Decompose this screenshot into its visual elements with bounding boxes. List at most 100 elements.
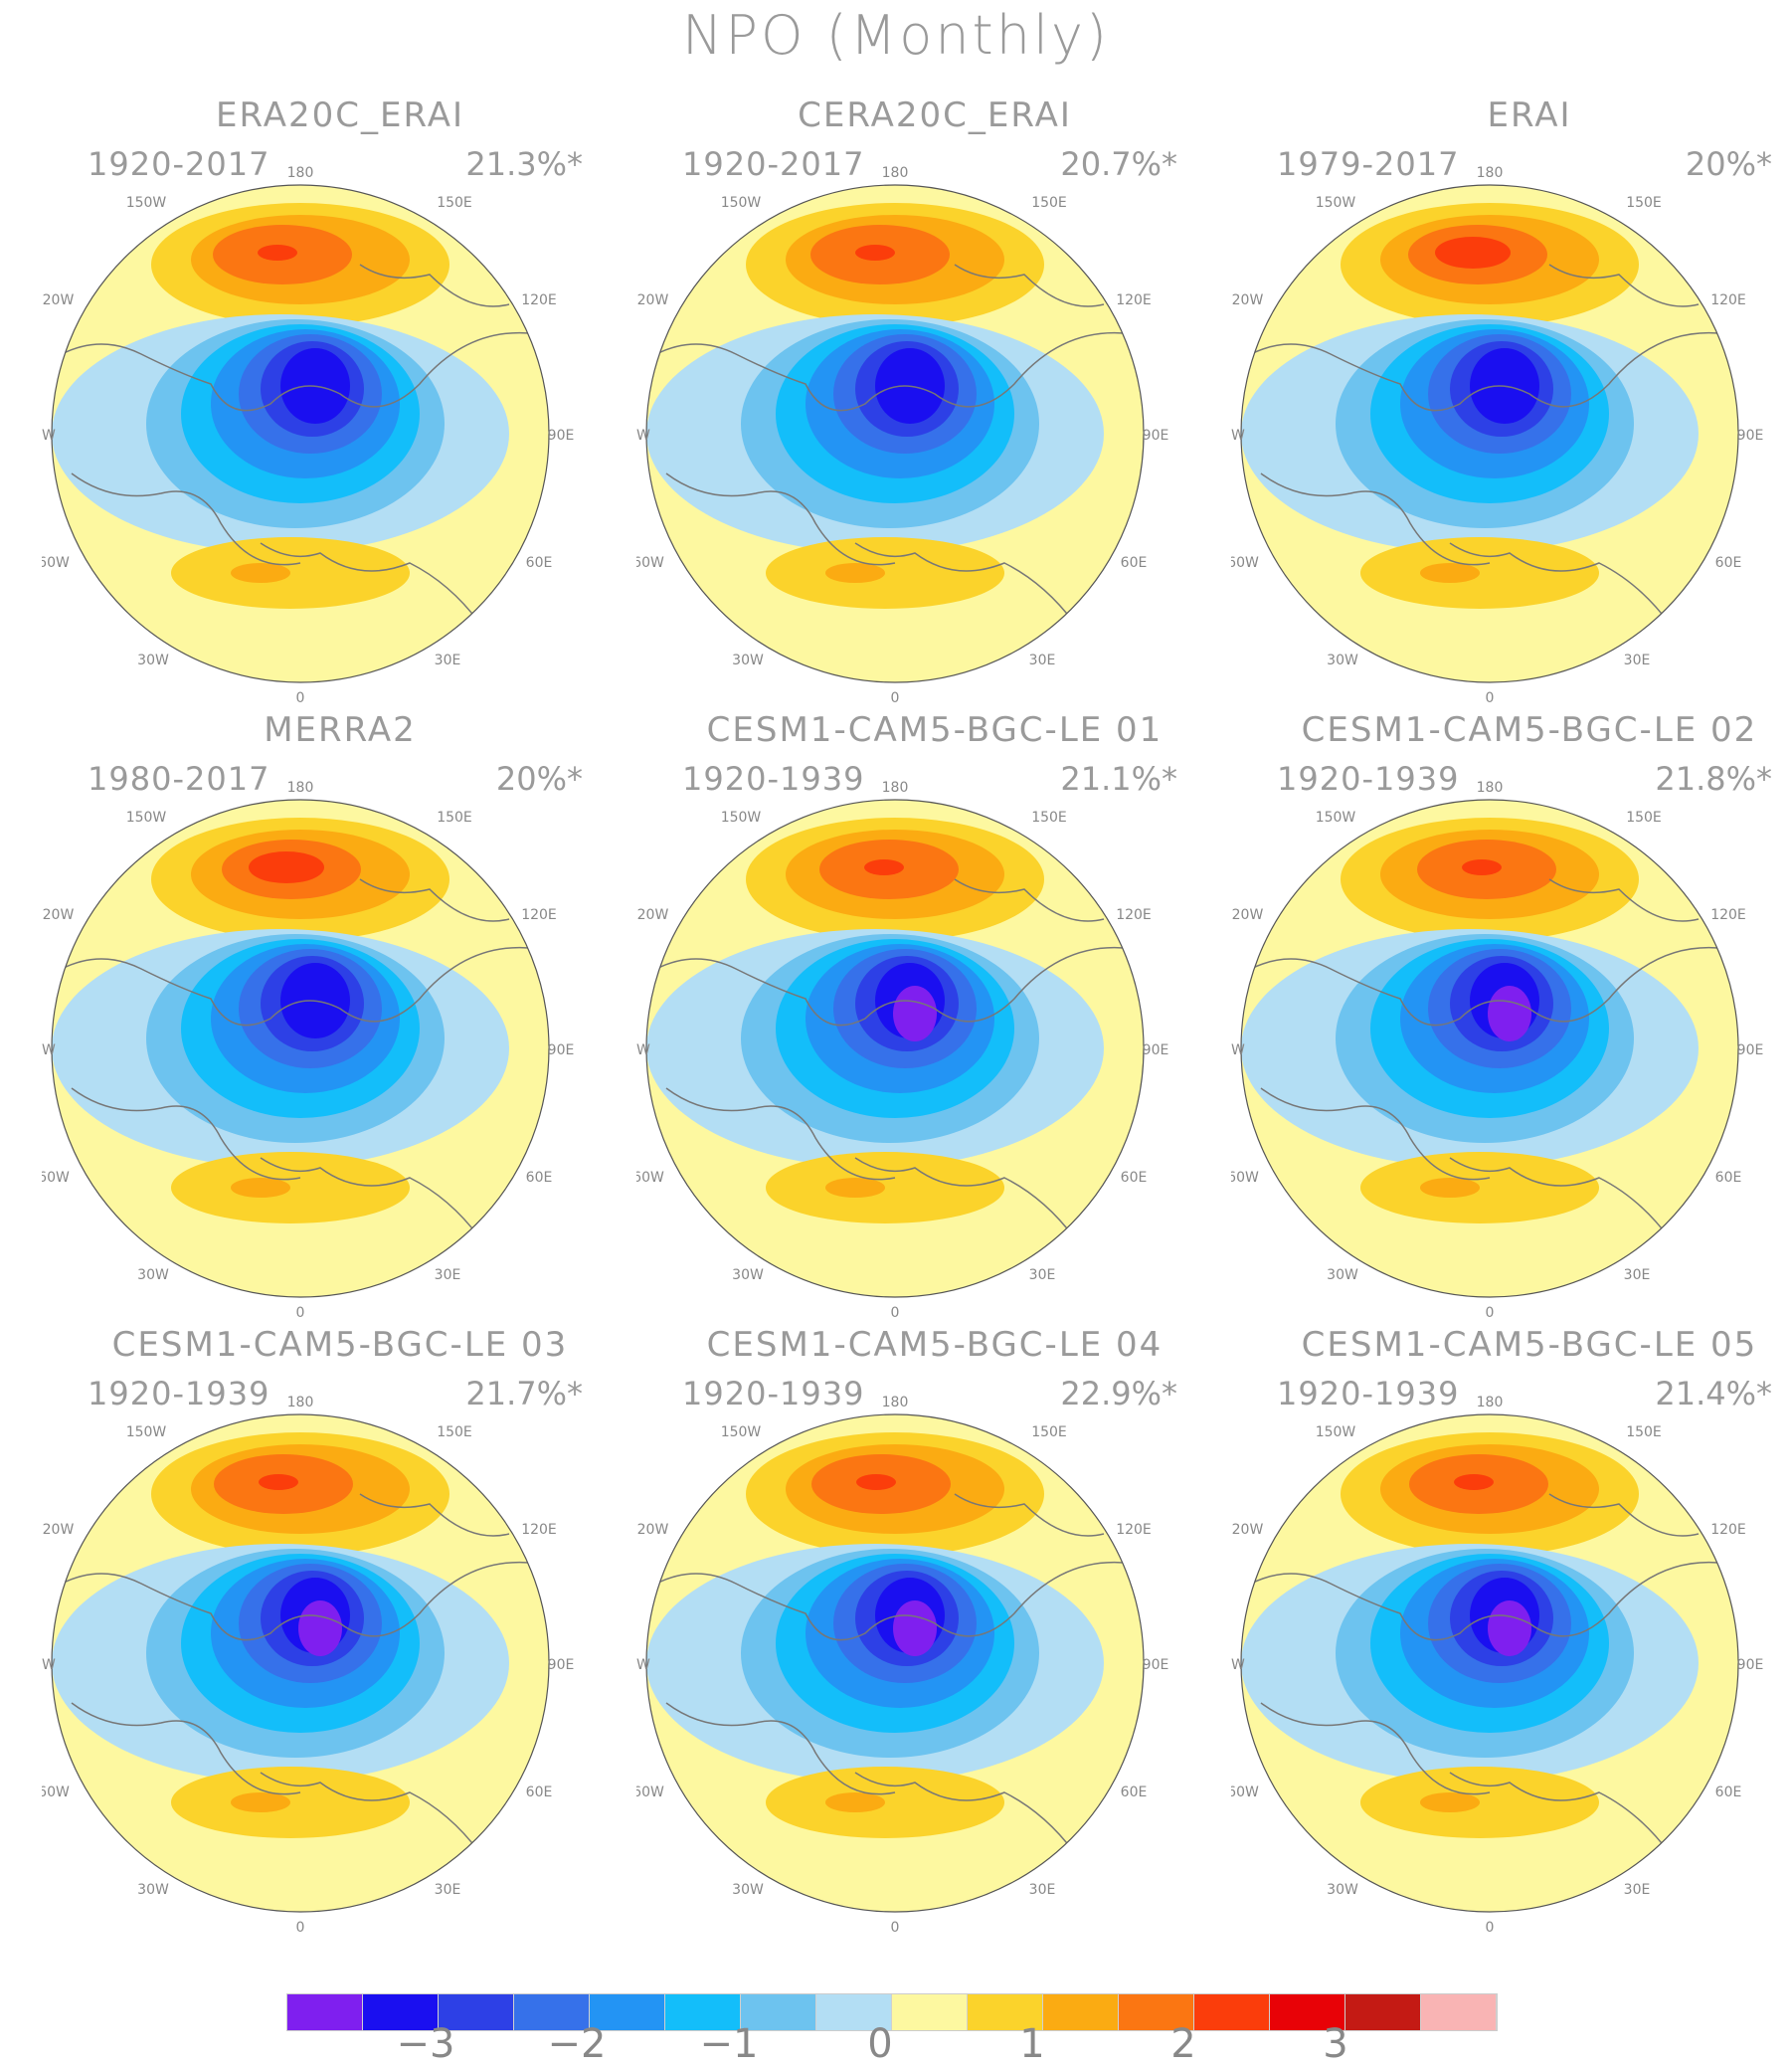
longitude-label: 30W xyxy=(137,1882,169,1898)
longitude-label: 60E xyxy=(1121,1785,1148,1800)
map-boundary-circle xyxy=(1240,1413,1739,1913)
longitude-label: 0 xyxy=(891,1305,900,1321)
longitude-label: 120E xyxy=(1710,1522,1746,1538)
longitude-label: 30E xyxy=(1624,1267,1651,1283)
longitude-label: 30W xyxy=(137,653,169,668)
legend-tick-label: 3 xyxy=(1323,2021,1348,2067)
field-contour xyxy=(258,245,297,261)
field-contour xyxy=(825,563,885,583)
longitude-label: 90W xyxy=(1231,1042,1245,1058)
longitude-label: 150E xyxy=(1626,195,1662,211)
longitude-label: 60E xyxy=(1715,555,1742,571)
longitude-label: 180 xyxy=(882,780,909,796)
longitude-label: 120E xyxy=(1116,907,1152,923)
longitude-label: 90W xyxy=(636,1657,650,1673)
color-legend-bar xyxy=(286,1993,1498,2031)
field-contour xyxy=(1420,1178,1480,1198)
legend-swatch xyxy=(363,1994,439,2030)
longitude-label: 90W xyxy=(42,1657,56,1673)
legend-swatch xyxy=(968,1994,1043,2030)
longitude-label: 150E xyxy=(1031,1424,1067,1440)
polar-map: 180 150W 150E 120W 120E 90W 90E 60W 60E 30W 30E 0 xyxy=(42,165,574,706)
longitude-label: 90E xyxy=(1143,1657,1169,1673)
map-boundary-circle xyxy=(1240,184,1739,683)
panel-title: CESM1-CAM5-BGC-LE 04 xyxy=(706,1325,1164,1365)
longitude-label: 0 xyxy=(891,690,900,706)
longitude-label: 120E xyxy=(1116,1522,1152,1538)
longitude-label: 180 xyxy=(882,1395,909,1410)
longitude-label: 180 xyxy=(1477,780,1504,796)
polar-map: 180 150W 150E 120W 120E 90W 90E 60W 60E 30W 30E 0 xyxy=(1231,1395,1763,1936)
longitude-label: 0 xyxy=(296,1305,305,1321)
panel-period: 1920-2017 xyxy=(682,145,865,183)
longitude-label: 120E xyxy=(521,1522,557,1538)
longitude-label: 90W xyxy=(636,1042,650,1058)
longitude-label: 60W xyxy=(42,1170,70,1186)
legend-swatch xyxy=(1421,1994,1497,2030)
panel-title: ERA20C_ERAI xyxy=(215,95,464,135)
field-contour xyxy=(231,563,290,583)
longitude-label: 90W xyxy=(1231,428,1245,444)
longitude-label: 120W xyxy=(636,907,668,923)
panel-title: CESM1-CAM5-BGC-LE 02 xyxy=(1301,710,1758,750)
field-contour xyxy=(1435,237,1511,269)
panel-title: CERA20C_ERAI xyxy=(798,95,1072,135)
map-panel-cesm-05: CESM1-CAM5-BGC-LE 05 1920-1939 21.4%* 180 15… xyxy=(1231,1325,1792,1942)
longitude-label: 60E xyxy=(1715,1785,1742,1800)
longitude-label: 180 xyxy=(1477,165,1504,181)
legend-swatch xyxy=(439,1994,514,2030)
longitude-label: 180 xyxy=(287,165,314,181)
polar-map: 180 150W 150E 120W 120E 90W 90E 60W 60E 30W 30E 0 xyxy=(1231,165,1763,706)
map-panel-erai: ERAI 1979-2017 20%* 180 150W 150E 120W 120E 90W 9… xyxy=(1231,95,1792,712)
longitude-label: 60W xyxy=(1231,555,1259,571)
legend-swatch xyxy=(741,1994,816,2030)
legend-tick-label: −3 xyxy=(396,2021,455,2067)
longitude-label: 180 xyxy=(287,1395,314,1410)
panel-period: 1979-2017 xyxy=(1277,145,1460,183)
longitude-label: 150E xyxy=(1626,810,1662,826)
longitude-label: 60W xyxy=(636,555,664,571)
legend-swatch xyxy=(1194,1994,1270,2030)
longitude-label: 150W xyxy=(1316,810,1356,826)
panel-period: 1920-1939 xyxy=(1277,1375,1460,1412)
legend-swatch xyxy=(892,1994,968,2030)
map-panel-cera20c-erai: CERA20C_ERAI 1920-2017 20.7%* 180 150W 150E 12… xyxy=(636,95,1233,712)
polar-map: 180 150W 150E 120W 120E 90W 90E 60W 60E 30W 30E 0 xyxy=(636,780,1168,1321)
longitude-label: 150E xyxy=(1031,195,1067,211)
map-panel-cesm-02: CESM1-CAM5-BGC-LE 02 1920-1939 21.8%* 180 15… xyxy=(1231,710,1792,1327)
longitude-label: 120W xyxy=(42,292,74,308)
longitude-label: 120W xyxy=(1231,1522,1263,1538)
panel-title: CESM1-CAM5-BGC-LE 01 xyxy=(706,710,1164,750)
panel-explained-variance: 21.7%* xyxy=(465,1375,583,1412)
map-panel-merra2: MERRA2 1980-2017 20%* 180 150W 150E 120W 120E 90… xyxy=(42,710,638,1327)
field-contour xyxy=(855,245,895,261)
map-boundary-circle xyxy=(1240,799,1739,1298)
longitude-label: 120W xyxy=(636,292,668,308)
longitude-label: 30W xyxy=(732,653,764,668)
field-contour xyxy=(825,1792,885,1812)
longitude-label: 30W xyxy=(1327,1267,1358,1283)
field-contour xyxy=(1420,1792,1480,1812)
field-contour xyxy=(1488,1600,1531,1656)
legend-swatch xyxy=(514,1994,590,2030)
panel-period: 1920-2017 xyxy=(88,145,270,183)
coastline-outline xyxy=(655,264,1135,624)
polar-map: 180 150W 150E 120W 120E 90W 90E 60W 60E 30W 30E 0 xyxy=(42,1395,574,1936)
map-panel-cesm-04: CESM1-CAM5-BGC-LE 04 1920-1939 22.9%* 180 15… xyxy=(636,1325,1233,1942)
field-contour xyxy=(856,1474,896,1490)
field-contour xyxy=(259,1474,298,1490)
longitude-label: 60E xyxy=(526,1785,553,1800)
longitude-label: 90W xyxy=(42,1042,56,1058)
longitude-label: 0 xyxy=(296,1920,305,1936)
coastline-outline xyxy=(61,878,540,1238)
longitude-label: 120W xyxy=(42,1522,74,1538)
map-boundary-circle xyxy=(645,1413,1145,1913)
longitude-label: 90W xyxy=(1231,1657,1245,1673)
figure-title: NPO (Monthly) xyxy=(682,4,1110,67)
field-contour xyxy=(893,1600,937,1656)
map-boundary-circle xyxy=(645,799,1145,1298)
map-boundary-circle xyxy=(51,184,550,683)
longitude-label: 90W xyxy=(636,428,650,444)
longitude-label: 150W xyxy=(1316,1424,1356,1440)
longitude-label: 60W xyxy=(1231,1785,1259,1800)
